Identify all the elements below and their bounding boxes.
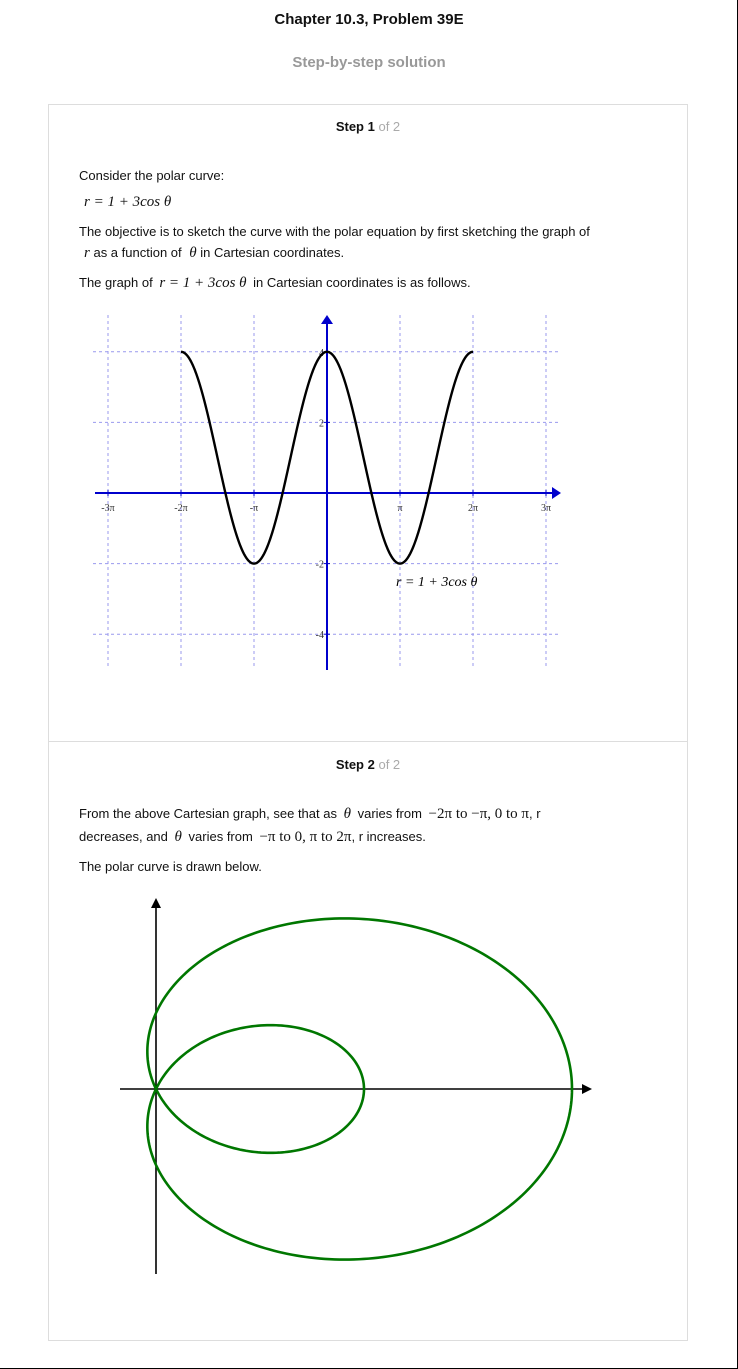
step2-line2-theta: θ	[174, 829, 182, 845]
graph-intro-line: The graph of r = 1 + 3cos θ in Cartesian…	[79, 275, 471, 292]
step-1-label: Step 1	[335, 119, 375, 134]
x-tick-label: 2π	[468, 503, 478, 514]
objective-end: in Cartesian coordinates.	[200, 245, 345, 260]
solution-card	[48, 104, 688, 1341]
step2-line2-b: varies from	[188, 829, 253, 844]
step2-line1-a: From the above Cartesian graph, see that…	[79, 806, 337, 821]
objective-line-1: The objective is to sketch the curve wit…	[79, 224, 590, 239]
objective-theta: θ	[189, 245, 197, 261]
polar-equation-text: r = 1 + 3cos θ	[84, 194, 172, 210]
polar-equation: r = 1 + 3cos θ	[84, 194, 171, 211]
objective-r: r	[84, 245, 90, 261]
x-tick-label: -π	[250, 503, 258, 514]
step-1-heading: Step 1 of 2	[48, 119, 688, 134]
graph-intro-a: The graph of	[79, 275, 153, 290]
graph-intro-eq: r = 1 + 3cos θ	[159, 275, 247, 291]
page-title: Chapter 10.3, Problem 39E	[274, 11, 464, 28]
y-axis-arrow	[321, 315, 333, 324]
step2-line2-a: decreases, and	[79, 829, 168, 844]
objective-mid: as a function of	[93, 245, 182, 260]
step-2-heading: Step 2 of 2	[48, 757, 688, 772]
cartesian-curve-label: r = 1 + 3cos θ	[396, 575, 478, 590]
x-tick-label: 3π	[541, 503, 551, 514]
solution-subtitle: Step-by-step solution	[292, 54, 446, 71]
step2-line-2: decreases, and θ varies from −π to 0, π …	[79, 829, 426, 846]
y-tick-label: -4	[316, 630, 324, 641]
drawn-below-text: The polar curve is drawn below.	[79, 859, 262, 874]
polar-axes	[120, 898, 592, 1274]
step-2-of: of 2	[378, 757, 401, 772]
step2-line1-b: varies from	[357, 806, 422, 821]
consider-text: Consider the polar curve:	[79, 168, 225, 183]
step-2-label: Step 2	[335, 757, 375, 772]
x-tick-label: π	[397, 503, 402, 514]
x-tick-label: -3π	[101, 503, 114, 514]
x-axis-arrow	[552, 487, 561, 499]
step2-line2-c: , r increases.	[351, 829, 426, 844]
cartesian-axes	[95, 315, 561, 670]
step2-line1-c: , r	[529, 806, 541, 821]
polar-curve	[146, 917, 574, 1261]
step-divider	[48, 741, 688, 742]
graph-intro-b: in Cartesian coordinates is as follows.	[253, 275, 471, 290]
x-tick-label: -2π	[174, 503, 187, 514]
step-1-of: of 2	[378, 119, 401, 134]
step2-line1-math: −2π to −π, 0 to π	[428, 806, 530, 822]
objective-line-2: r as a function of θ in Cartesian coordi…	[79, 245, 344, 262]
step2-line-1: From the above Cartesian graph, see that…	[79, 806, 541, 823]
polar-x-axis-arrow	[582, 1084, 592, 1094]
y-tick-label: 2	[319, 418, 324, 429]
polar-y-axis-arrow	[151, 898, 161, 908]
cartesian-curve	[180, 350, 474, 565]
y-tick-label: -2	[316, 560, 324, 571]
step2-line2-math: −π to 0, π to 2π	[259, 829, 352, 845]
step2-line1-theta: θ	[343, 806, 351, 822]
